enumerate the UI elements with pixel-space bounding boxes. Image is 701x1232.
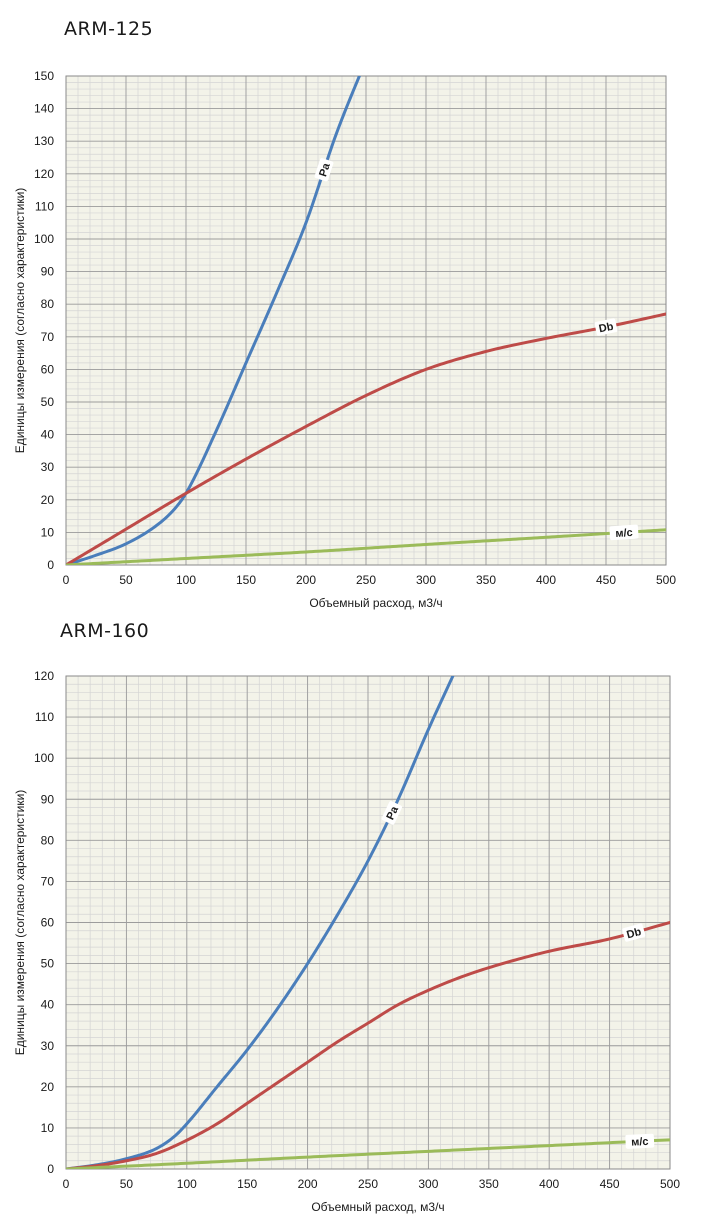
x-tick-label: 350 (476, 573, 496, 587)
chart-svg: 0 50 100 150 200 250 300 350 400 450 500 0 10 20 30 40 5… (13, 69, 676, 610)
y-tick-label: 90 (41, 792, 55, 806)
y-tick-label: 130 (34, 134, 54, 148)
chart-title: ARM-125 (64, 18, 154, 40)
x-tick-label: 250 (358, 1177, 378, 1191)
y-tick-label: 60 (41, 362, 55, 376)
series-label-bg (622, 923, 646, 942)
series-label-bg (609, 524, 639, 541)
x-tick-label: 150 (237, 1177, 257, 1191)
y-tick-label: 40 (41, 998, 55, 1012)
series-label: Db (598, 321, 615, 336)
x-tick-label: 100 (177, 1177, 197, 1191)
chart-title: ARM-160 (60, 620, 150, 642)
x-tick-label: 50 (119, 573, 133, 587)
y-tick-label: 80 (41, 833, 55, 847)
series-label-group: Pa (314, 158, 334, 182)
series-label-bg (625, 1133, 655, 1149)
x-tick-label: 0 (63, 1177, 70, 1191)
series-label-group: Pa (381, 801, 403, 825)
y-tick-label: 40 (41, 428, 55, 442)
series-label: Pa (317, 161, 333, 178)
series-label: м/с (631, 1136, 649, 1149)
y-tick-label: 70 (41, 330, 55, 344)
x-tick-label: 200 (298, 1177, 318, 1191)
x-tick-label: 100 (176, 573, 196, 587)
y-tick-label: 10 (41, 525, 55, 539)
x-tick-label: 450 (596, 573, 616, 587)
series-label-bg (381, 801, 403, 825)
y-tick-label: 110 (35, 710, 54, 724)
y-tick-label: 70 (41, 874, 55, 888)
x-tick-label: 500 (656, 573, 676, 587)
y-tick-label: 50 (41, 395, 55, 409)
series-label-bg (314, 158, 334, 182)
series-label: м/с (615, 527, 633, 540)
series-label-group: Db (594, 318, 618, 336)
series-label-group: м/с (609, 524, 639, 541)
y-tick-label: 140 (34, 102, 54, 116)
x-tick-label: 500 (660, 1177, 680, 1191)
x-axis-label: Объемный расход, м3/ч (309, 596, 442, 610)
plot-frame (65, 75, 667, 566)
x-tick-label: 350 (479, 1177, 499, 1191)
y-tick-label: 20 (41, 493, 55, 507)
series-label-bg (594, 318, 618, 336)
series-line-0 (66, 76, 362, 565)
chart-svg: 0 50 100 150 200 250 300 350 400 450 500 0 10 20 30 40 5… (13, 669, 680, 1214)
y-tick-label: 10 (41, 1121, 55, 1135)
x-tick-label: 250 (356, 573, 376, 587)
y-tick-label: 0 (47, 558, 54, 572)
y-tick-label: 80 (41, 297, 55, 311)
series-label-group: м/с (625, 1133, 655, 1149)
y-tick-label: 150 (34, 69, 54, 83)
x-tick-label: 400 (536, 573, 556, 587)
y-tick-label: 60 (41, 916, 55, 930)
y-tick-label: 100 (34, 232, 54, 246)
series-label: Db (625, 926, 643, 942)
x-axis-label: Объемный расход, м3/ч (311, 1200, 444, 1214)
x-tick-label: 150 (236, 573, 256, 587)
series-label-group: Db (622, 923, 646, 942)
y-tick-label: 20 (41, 1080, 55, 1094)
chart-arm-160: ARM-160 0 50 100 150 200 250 300 350 400 450 500 0 1… (0, 612, 701, 1232)
y-tick-label: 120 (34, 167, 54, 181)
x-tick-label: 300 (416, 573, 436, 587)
y-axis-label: Единицы измерения (согласно характеристи… (13, 790, 27, 1056)
y-tick-label: 30 (41, 460, 55, 474)
y-tick-label: 90 (41, 265, 55, 279)
series-line-1 (66, 312, 666, 565)
y-tick-label: 50 (41, 957, 55, 971)
y-tick-label: 110 (35, 199, 54, 213)
x-tick-label: 450 (600, 1177, 620, 1191)
series-label: Pa (384, 804, 401, 822)
y-tick-label: 30 (41, 1039, 55, 1053)
series-line-1 (66, 921, 670, 1169)
y-axis-label: Единицы измерения (согласно характеристи… (13, 188, 27, 454)
x-tick-label: 50 (120, 1177, 134, 1191)
y-tick-label: 0 (47, 1162, 54, 1176)
y-tick-label: 100 (34, 751, 54, 765)
series-line-2 (66, 528, 666, 565)
y-tick-label: 120 (34, 669, 54, 683)
series-line-2 (66, 1138, 670, 1169)
x-tick-label: 400 (539, 1177, 559, 1191)
chart-arm-125: ARM-125 0 50 100 150 200 250 300 350 400 450 500 0 1… (0, 0, 701, 615)
x-tick-label: 0 (63, 573, 70, 587)
x-tick-label: 200 (296, 573, 316, 587)
x-tick-label: 300 (418, 1177, 438, 1191)
